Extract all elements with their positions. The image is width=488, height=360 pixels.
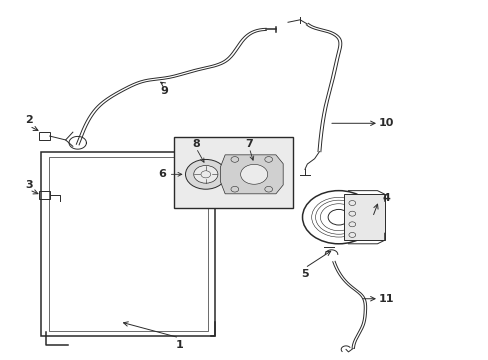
Bar: [39, 132, 50, 140]
Text: 7: 7: [245, 139, 253, 149]
Bar: [39, 192, 50, 199]
Bar: [343, 194, 384, 240]
Circle shape: [193, 166, 218, 183]
Text: 2: 2: [25, 116, 33, 125]
Bar: [41, 152, 215, 336]
Text: 5: 5: [301, 269, 308, 279]
Circle shape: [185, 159, 225, 189]
Text: 9: 9: [161, 86, 168, 96]
Text: 6: 6: [158, 169, 166, 179]
Bar: [49, 157, 208, 330]
Text: 1: 1: [175, 340, 183, 350]
Text: 10: 10: [378, 118, 393, 128]
Circle shape: [240, 165, 267, 184]
Bar: [174, 138, 292, 208]
Text: 3: 3: [25, 180, 33, 190]
Polygon shape: [220, 155, 283, 194]
Text: 11: 11: [378, 294, 393, 304]
Text: 8: 8: [192, 139, 200, 149]
Text: 4: 4: [382, 193, 389, 203]
